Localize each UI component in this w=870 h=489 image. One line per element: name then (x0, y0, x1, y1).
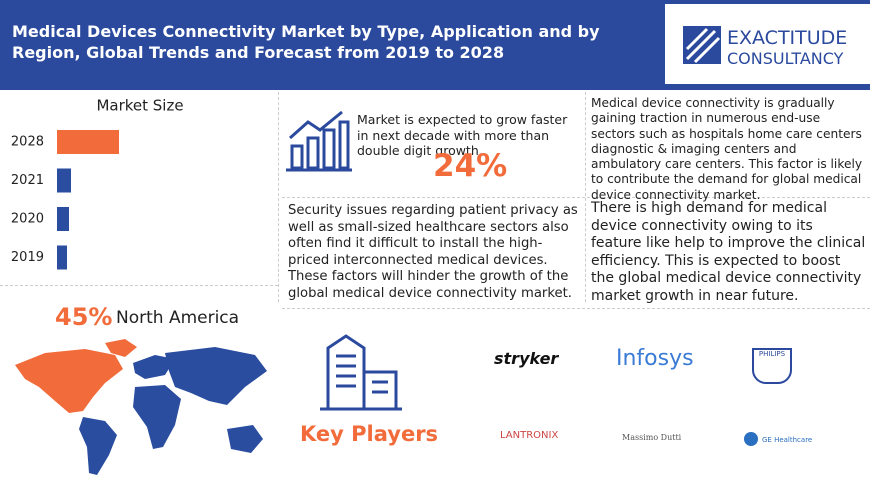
logo-box: EXACTITUDE CONSULTANCY (665, 4, 870, 84)
bar (57, 207, 69, 231)
bar (57, 245, 67, 270)
divider (0, 285, 278, 286)
header-title: Medical Devices Connectivity Market by T… (12, 22, 600, 62)
europe (133, 355, 175, 379)
chart-title: Market Size (96, 97, 183, 115)
ge-mark (744, 432, 758, 446)
region-name: North America (116, 308, 240, 328)
logo-top: EXACTITUDE (727, 27, 847, 49)
divider (278, 92, 279, 302)
opportunity-text: There is high demand for medical device … (591, 200, 866, 304)
bar (57, 168, 71, 193)
category-label: 2028 (11, 135, 44, 150)
player-logo: stryker (494, 349, 559, 368)
world-map (15, 339, 267, 475)
category-label: 2020 (11, 212, 44, 227)
building-icon (320, 334, 402, 411)
driver-text: Medical device connectivity is gradually… (591, 96, 863, 202)
region-share: 45% (55, 303, 113, 331)
logo: EXACTITUDE CONSULTANCY (683, 26, 847, 68)
north-america (15, 349, 123, 413)
market-size-chart: Market Size 2028 2021 2020 2019 (11, 97, 184, 270)
divider (282, 308, 870, 309)
category-label: 2021 (11, 173, 44, 188)
divider (282, 197, 870, 198)
greenland (105, 339, 137, 357)
south-america (79, 417, 117, 475)
player-logo: Infosys (616, 346, 694, 371)
cagr: 24% (433, 148, 508, 184)
asia (165, 347, 267, 405)
player-logo: GE Healthcare (762, 436, 813, 444)
key-players-title: Key Players (300, 422, 439, 446)
player-logo: Massimo Dutti (622, 433, 682, 442)
growth-icon (286, 110, 352, 172)
logo-bottom: CONSULTANCY (727, 49, 844, 68)
player-logo: PHILIPS (752, 348, 792, 384)
australia (227, 425, 263, 453)
africa (133, 385, 181, 449)
growth-text: Market is expected to grow faster in nex… (357, 112, 568, 159)
player-logo: LANTRONIX (500, 430, 559, 441)
bar (57, 130, 119, 154)
logo-arrows (685, 27, 721, 64)
category-label: 2019 (11, 250, 44, 265)
restraint-text: Security issues regarding patient privac… (288, 203, 578, 301)
